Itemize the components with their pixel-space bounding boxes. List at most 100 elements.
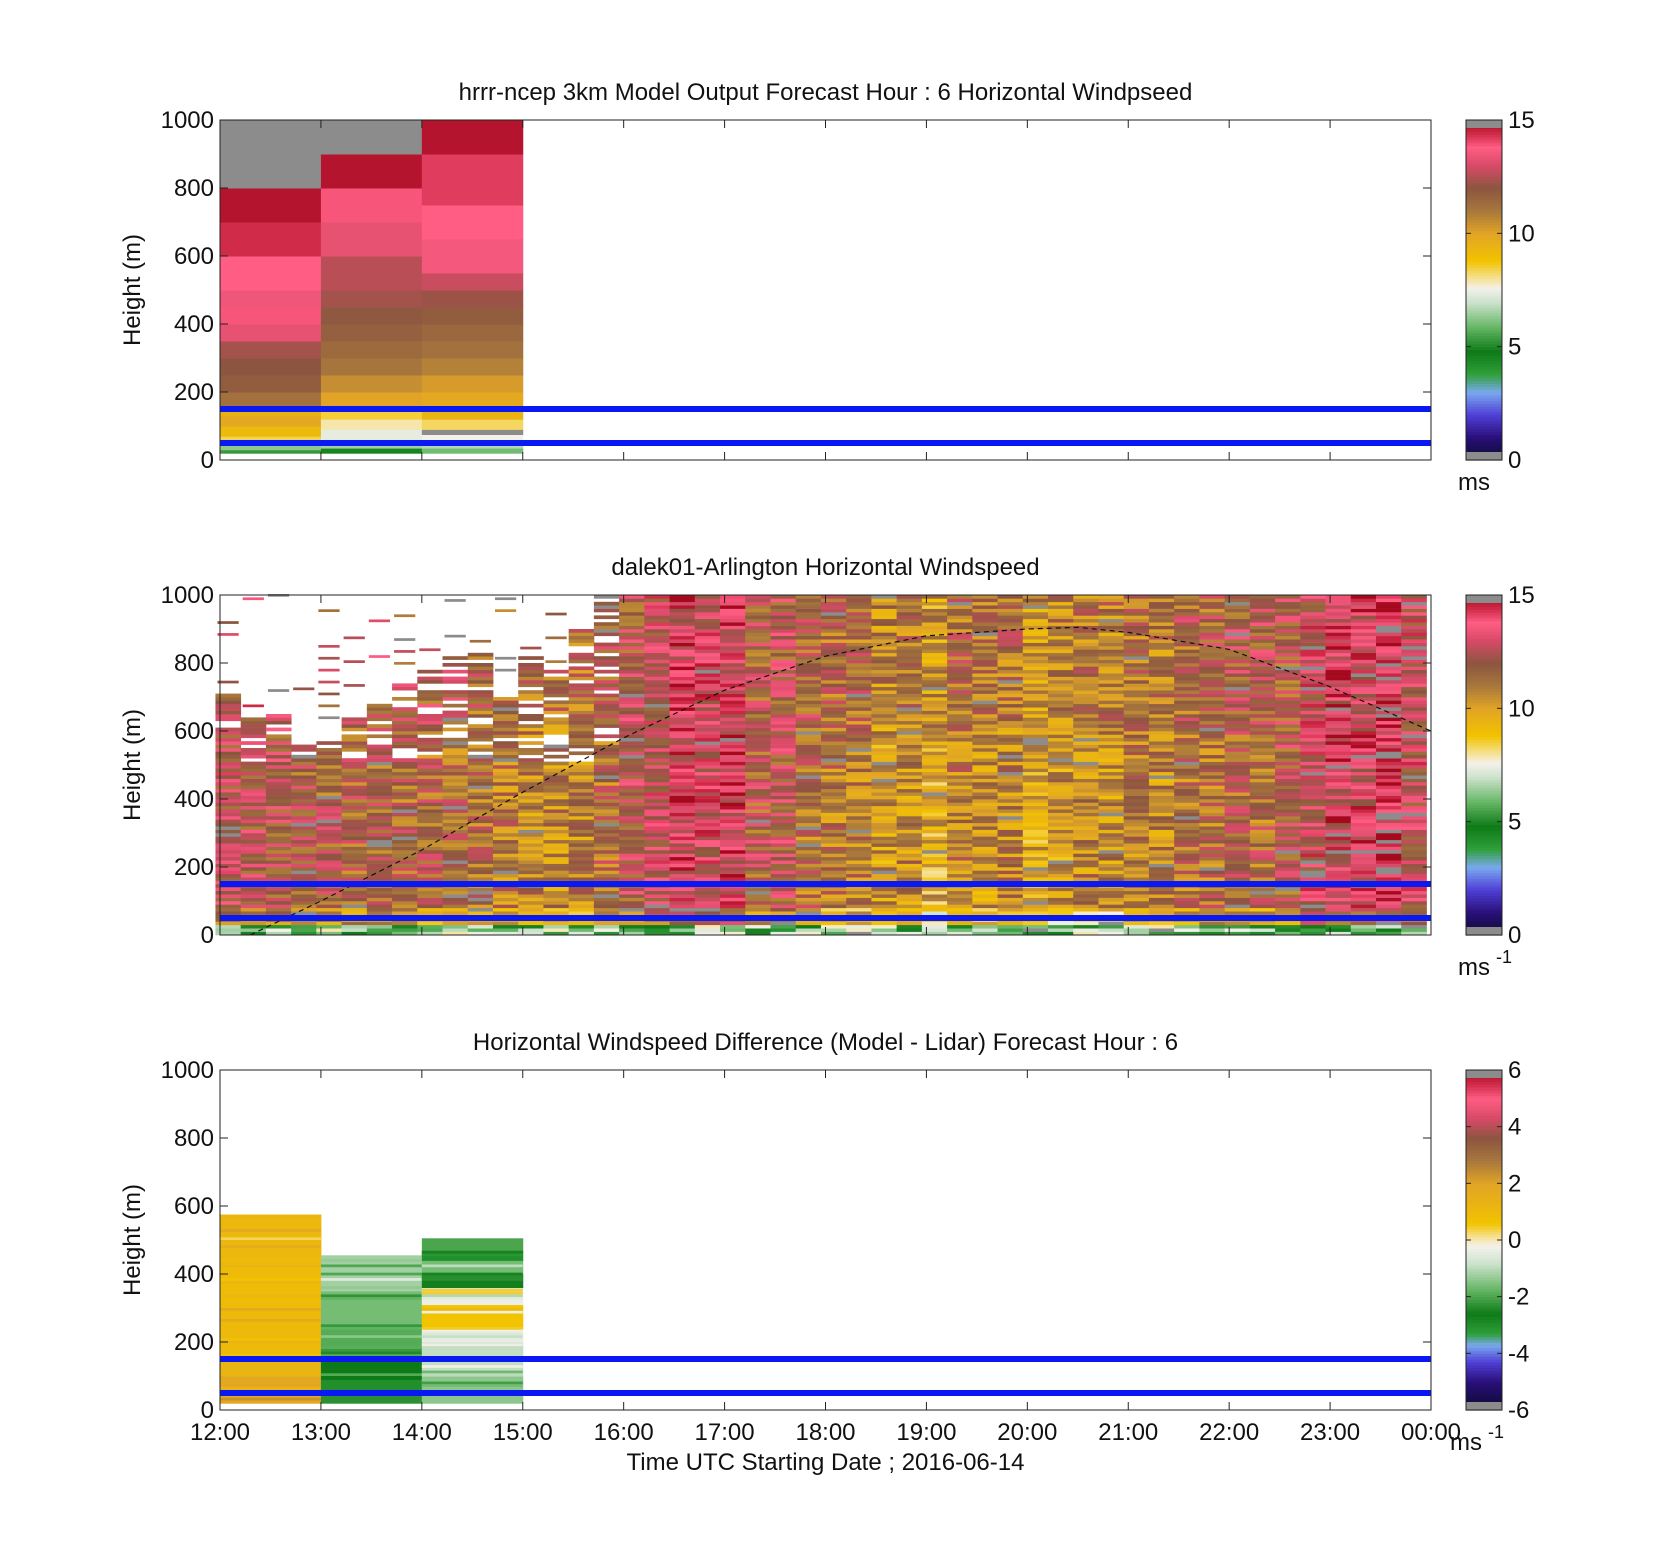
- heatmap-cell: [871, 870, 898, 875]
- heatmap-cell: [644, 595, 670, 599]
- heatmap-cell: [745, 816, 771, 820]
- colorbar-segment: [1466, 145, 1502, 149]
- heatmap-cell: [467, 666, 494, 671]
- colorbar-segment: [1466, 1237, 1502, 1241]
- heatmap-cell: [568, 860, 595, 864]
- heatmap-cell: [1073, 819, 1099, 824]
- heatmap-cell: [1199, 727, 1226, 732]
- heatmap-cell: [417, 833, 443, 837]
- colorbar-segment: [1466, 742, 1502, 746]
- heatmap-cell: [1350, 595, 1377, 599]
- heatmap-cell: [1022, 819, 1049, 824]
- heatmap-cell: [795, 608, 822, 613]
- heatmap-cell: [795, 666, 822, 671]
- heatmap-cell: [619, 683, 645, 688]
- heatmap-cell: [1123, 785, 1150, 790]
- heatmap-cell: [1199, 785, 1226, 790]
- heatmap-cell: [745, 666, 771, 671]
- heatmap-cell: [240, 894, 267, 898]
- heatmap-cell: [1249, 690, 1276, 694]
- heatmap-cell: [1401, 707, 1427, 711]
- heatmap-cell: [417, 724, 443, 728]
- heatmap-cell: [1148, 860, 1175, 864]
- heatmap-cell: [947, 924, 973, 929]
- heatmap-cell: [1401, 833, 1427, 837]
- heatmap-cell: [421, 1238, 524, 1251]
- heatmap-cell: [770, 652, 797, 657]
- heatmap-cell: [972, 605, 998, 609]
- heatmap-cell: [846, 822, 872, 827]
- heatmap-cell: [1022, 826, 1049, 830]
- heatmap-cell: [1123, 860, 1150, 864]
- heatmap-cell: [494, 668, 517, 672]
- heatmap-cell: [417, 727, 443, 732]
- heatmap-cell: [619, 771, 645, 776]
- heatmap-cell: [240, 924, 267, 929]
- colorbar-tick-label: 15: [1508, 107, 1535, 134]
- heatmap-cell: [265, 921, 292, 926]
- heatmap-cell: [1401, 890, 1427, 895]
- heatmap-cell: [770, 829, 797, 834]
- heatmap-cell: [1199, 853, 1226, 858]
- heatmap-cell: [1376, 656, 1402, 660]
- colorbar-segment: [1466, 1172, 1502, 1176]
- heatmap-cell: [694, 632, 721, 637]
- heatmap-cell: [921, 744, 948, 749]
- heatmap-cell: [820, 833, 847, 837]
- heatmap-cell: [997, 748, 1024, 752]
- heatmap-cell: [543, 727, 570, 732]
- heatmap-cell: [1048, 646, 1074, 650]
- heatmap-cell: [1048, 870, 1074, 875]
- heatmap-cell: [694, 836, 721, 841]
- heatmap-cell: [220, 324, 322, 342]
- heatmap-cell: [240, 867, 267, 871]
- heatmap-cell: [720, 850, 746, 854]
- heatmap-cell: [1224, 775, 1251, 779]
- heatmap-cell: [543, 894, 570, 898]
- heatmap-cell: [1224, 673, 1251, 677]
- heatmap-cell: [1350, 887, 1377, 892]
- heatmap-cell: [694, 758, 721, 762]
- heatmap-cell: [871, 907, 898, 912]
- heatmap-cell: [220, 1299, 321, 1303]
- heatmap-cell: [997, 690, 1024, 694]
- heatmap-cell: [644, 867, 670, 871]
- heatmap-cell: [644, 839, 670, 844]
- heatmap-cell: [896, 727, 923, 732]
- heatmap-cell: [1325, 693, 1352, 698]
- heatmap-cell: [846, 629, 872, 633]
- heatmap-cell: [1249, 693, 1276, 698]
- heatmap-cell: [1300, 656, 1326, 660]
- heatmap-cell: [745, 605, 771, 609]
- heatmap-cell: [770, 683, 797, 688]
- heatmap-cell: [820, 693, 847, 698]
- heatmap-cell: [795, 846, 822, 851]
- heatmap-cell: [593, 649, 620, 654]
- heatmap-cell: [492, 863, 519, 868]
- heatmap-cell: [392, 710, 418, 715]
- heatmap-cell: [316, 765, 343, 769]
- heatmap-cell: [820, 618, 847, 623]
- heatmap-cell: [669, 707, 696, 711]
- colorbar-segment: [1466, 341, 1502, 345]
- heatmap-cell: [1174, 833, 1200, 837]
- heatmap-cell: [820, 669, 847, 674]
- heatmap-cell: [1148, 843, 1175, 847]
- heatmap-cell: [1174, 639, 1200, 643]
- heatmap-cell: [442, 812, 469, 817]
- heatmap-cell: [947, 877, 973, 881]
- heatmap-cell: [669, 785, 696, 790]
- heatmap-cell: [871, 727, 898, 732]
- heatmap-cell: [1350, 710, 1377, 715]
- heatmap-cell: [1148, 792, 1175, 796]
- heatmap-cell: [417, 792, 443, 796]
- heatmap-cell: [1098, 873, 1125, 878]
- heatmap-cell: [1376, 816, 1402, 820]
- heatmap-cell: [820, 921, 847, 926]
- heatmap-cell: [1123, 690, 1150, 694]
- heatmap-cell: [316, 877, 343, 881]
- heatmap-cell: [316, 928, 343, 932]
- heatmap-cell: [1022, 690, 1049, 694]
- heatmap-cell: [1401, 659, 1427, 664]
- heatmap-cell: [1249, 928, 1276, 932]
